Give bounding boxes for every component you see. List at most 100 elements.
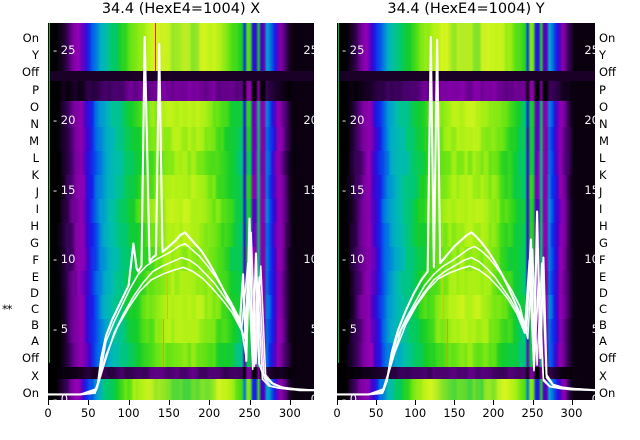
marker-line-b-1	[446, 319, 448, 367]
left-edge-stripe	[338, 23, 339, 363]
trace-path-3	[337, 256, 595, 396]
axis-label-y-1: Y	[31, 48, 39, 62]
heatmap-band	[337, 271, 595, 295]
axis-label-on-21: On	[599, 386, 616, 400]
x-tick-mark-200	[493, 400, 495, 405]
axis-label-g-12: G	[30, 236, 39, 250]
axis-label-i-10: I	[599, 202, 603, 216]
trace-path-1	[337, 35, 595, 396]
label-column-left: On Y Off P O N M L K J I H G F E D C B A Off X On **	[0, 23, 44, 400]
x-tick-label-150: 150	[157, 406, 180, 420]
x-tick-mark-150	[168, 400, 170, 405]
y-tick-right-25: 25	[584, 42, 595, 57]
heatmap-band	[48, 199, 314, 223]
heatmap-panel-x[interactable]: - 25 25 - 20 20 - 15 15 - 10 10 - 5 5 - 0 0	[48, 23, 314, 400]
axis-label-d-15: D	[30, 286, 39, 300]
heatmap-band	[337, 101, 595, 127]
x-tick-label-50: 50	[368, 406, 384, 420]
axis-label-x-20: X	[31, 369, 39, 383]
heatmap-dark-band	[337, 71, 595, 81]
axis-label-c-16: C	[599, 302, 608, 316]
axis-label-o-4: O	[29, 100, 39, 114]
axis-label-off-19: Off	[22, 351, 39, 365]
y-tick-right-5: 5	[311, 323, 314, 335]
y-tick-right-5: 5	[592, 323, 595, 335]
y-tick-right-20: 20	[584, 112, 595, 127]
heatmap-band	[337, 379, 595, 400]
axis-label-b-17: B	[599, 318, 607, 332]
heatmap-band	[48, 343, 314, 367]
axis-label-h-11: H	[30, 219, 39, 233]
y-tick-right-10: 10	[584, 252, 595, 267]
marker-line-b-2	[163, 319, 165, 367]
heatmap-dark-band	[48, 367, 314, 379]
x-tick-label-200: 200	[482, 406, 505, 420]
label-column-right: On Y Off P O N M L K J I H G F E D C B A Off X On	[596, 23, 640, 400]
left-edge-stripe	[49, 23, 50, 363]
x-tick-label-100: 100	[117, 406, 140, 420]
heatmap-dark-band	[48, 81, 314, 101]
x-axis-right: 0 50 100 150 200 250 300	[333, 400, 595, 440]
y-tick-left-20: - 20	[342, 112, 365, 127]
axis-label-off-19: Off	[599, 351, 616, 365]
x-tick-mark-150	[454, 400, 456, 405]
axis-label-j-9: J	[35, 185, 39, 199]
x-tick-label-0: 0	[333, 406, 341, 420]
axis-label-y-1: Y	[599, 48, 607, 62]
heatmap-panel-y[interactable]: - 25 25 - 20 20 - 15 15 - 10 10 - 5 5 - 0 0	[337, 23, 595, 400]
heatmap-band	[48, 379, 314, 400]
heatmap-band	[48, 151, 314, 175]
y-tick-left-15: - 15	[342, 182, 365, 197]
y-tick-left-5: - 5	[342, 322, 358, 337]
heatmap-band	[48, 101, 314, 127]
x-tick-mark-0	[337, 400, 338, 405]
axis-label-off-2: Off	[599, 65, 616, 79]
y-tick-right-15: 15	[584, 182, 595, 197]
x-tick-label-300: 300	[278, 406, 301, 420]
axis-label-a-18: A	[599, 334, 607, 348]
y-tick-left-25: - 25	[342, 42, 365, 57]
axis-label-h-11: H	[599, 219, 608, 233]
axis-label-n-5: N	[30, 117, 39, 131]
y-tick-right-10: 10	[303, 252, 314, 267]
y-tick-left-20: - 20	[53, 112, 76, 127]
heatmap-band	[337, 151, 595, 175]
axis-label-m-6: M	[599, 134, 609, 148]
heatmap-band	[48, 23, 314, 71]
heatmap-band	[48, 319, 314, 343]
marker-line-d-0	[442, 271, 444, 319]
axis-label-g-12: G	[599, 236, 608, 250]
x-axis-left: 0 50 100 150 200 250 300	[44, 400, 314, 440]
x-tick-mark-300	[289, 400, 291, 405]
axis-label-p-3: P	[32, 83, 39, 97]
marker-line-y-0	[155, 23, 157, 71]
x-tick-mark-250	[249, 400, 251, 405]
axis-label-p-3: P	[599, 83, 606, 97]
heatmap-band	[48, 127, 314, 151]
axis-label-f-13: F	[599, 253, 606, 267]
trace-path-1	[48, 35, 314, 396]
trace-overlay	[48, 35, 314, 396]
trace-path-2	[48, 231, 314, 396]
x-tick-mark-300	[571, 400, 573, 405]
axis-label-off-2: Off	[22, 65, 39, 79]
y-tick-left-25: - 25	[53, 42, 76, 57]
axis-label-a-18: A	[31, 334, 39, 348]
axis-label-on-0: On	[599, 31, 616, 45]
y-tick-right-0: 0	[311, 393, 314, 400]
x-tick-mark-200	[209, 400, 211, 405]
axis-label-n-5: N	[599, 117, 608, 131]
x-tick-label-300: 300	[560, 406, 583, 420]
axis-label-k-8: K	[599, 168, 607, 182]
x-tick-mark-100	[128, 400, 130, 405]
x-tick-label-100: 100	[404, 406, 427, 420]
y-tick-left-10: - 10	[342, 252, 365, 267]
y-tick-right-20: 20	[303, 112, 314, 127]
x-tick-label-150: 150	[443, 406, 466, 420]
y-tick-left-10: - 10	[53, 252, 76, 267]
selected-row-marker: **	[2, 302, 12, 316]
heatmap-band	[48, 247, 314, 271]
y-tick-right-25: 25	[303, 42, 314, 57]
axis-label-i-10: I	[35, 202, 39, 216]
